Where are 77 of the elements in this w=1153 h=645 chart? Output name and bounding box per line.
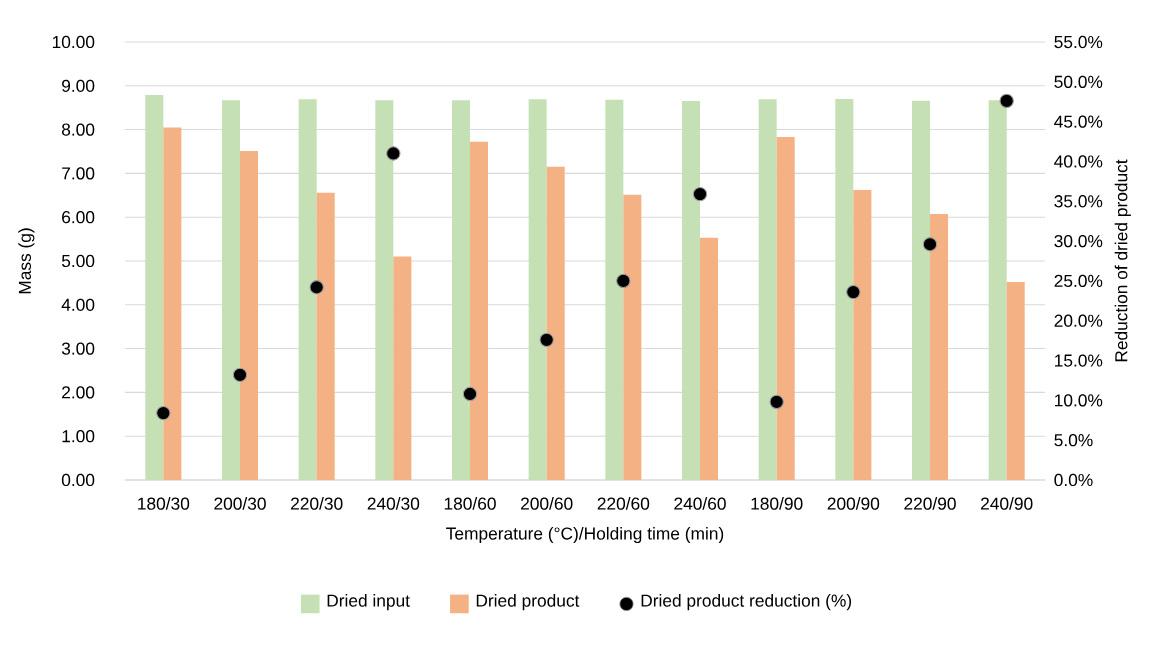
- y2-tick-label: 25.0%: [1054, 274, 1103, 288]
- x-axis-title: Temperature (°C)/Holding time (min): [446, 526, 724, 544]
- bar: [623, 194, 642, 480]
- y2-tick-label: 0.0%: [1054, 473, 1093, 487]
- y-tick-label: 5.00: [61, 254, 95, 268]
- bar: [163, 127, 182, 480]
- bar: [221, 100, 241, 480]
- bar: [930, 214, 949, 480]
- x-tick-label: 180/90: [751, 497, 803, 510]
- bar: [393, 256, 412, 480]
- x-tick-label: 240/30: [367, 497, 420, 510]
- bar: [240, 151, 259, 480]
- y2-tick-label: 40.0%: [1054, 155, 1103, 168]
- bar: [911, 100, 930, 480]
- y2-tick-label: 30.0%: [1054, 234, 1103, 248]
- bar: [853, 190, 872, 480]
- point: [999, 93, 1014, 109]
- x-tick-label: 240/60: [674, 497, 726, 510]
- bar: [316, 192, 335, 480]
- y2-tick-label: 35.0%: [1054, 195, 1103, 208]
- bar: [375, 100, 394, 480]
- point: [692, 186, 708, 202]
- x-tick-label: 220/60: [597, 497, 650, 510]
- x-tick-label: 200/90: [827, 497, 880, 510]
- y-tick-label: 2.00: [62, 386, 95, 399]
- y2-tick-label: 20.0%: [1054, 314, 1103, 327]
- y-tick-label: 6.00: [62, 211, 95, 224]
- y-tick-label: 10.00: [52, 35, 95, 49]
- y-tick-label: 3.00: [61, 342, 95, 355]
- bar: [546, 166, 565, 480]
- y2-tick-label: 5.0%: [1054, 434, 1093, 447]
- bar: [528, 99, 547, 480]
- y2-tick-label: 15.0%: [1055, 354, 1103, 367]
- x-tick-label: 240/90: [981, 497, 1033, 510]
- y-tick-label: 8.00: [61, 123, 95, 136]
- x-tick-label: 220/30: [291, 497, 343, 510]
- point: [156, 405, 171, 421]
- x-tick-label: 180/30: [138, 497, 190, 510]
- bar: [470, 141, 489, 480]
- bar: [681, 101, 700, 480]
- point: [386, 146, 401, 161]
- y2-tick-label: 50.0%: [1054, 75, 1103, 88]
- x-tick-label: 200/30: [214, 497, 266, 510]
- point: [616, 273, 631, 289]
- x-tick-label: 180/60: [444, 497, 496, 510]
- point: [846, 284, 861, 300]
- point: [769, 394, 784, 410]
- legend-label: Dried product: [476, 594, 580, 611]
- y-tick-label: 4.00: [61, 298, 95, 311]
- y-tick-label: 1.00: [62, 430, 95, 443]
- y2-axis-title: Reduction of dried product: [1114, 159, 1131, 362]
- bar: [700, 237, 719, 480]
- bar: [145, 94, 164, 480]
- y2-tick-label: 10.0%: [1055, 394, 1103, 407]
- bar: [988, 100, 1007, 480]
- point: [539, 332, 554, 348]
- y-axis-title: Mass (g): [18, 228, 35, 294]
- y-tick-label: 9.00: [62, 79, 95, 92]
- legend-label: Dried product reduction (%): [641, 594, 852, 611]
- bar: [758, 99, 777, 480]
- x-tick-label: 220/90: [904, 497, 956, 510]
- bar: [298, 99, 317, 480]
- bar: [1006, 282, 1025, 480]
- bar: [835, 98, 854, 480]
- point: [462, 386, 478, 402]
- point: [922, 237, 938, 252]
- legend-label: Dried input: [327, 594, 410, 611]
- y-tick-label: 0.00: [61, 473, 95, 487]
- point: [232, 367, 248, 383]
- y2-tick-label: 45.0%: [1054, 115, 1103, 128]
- x-tick-label: 200/60: [521, 497, 573, 510]
- y-tick-label: 7.00: [62, 167, 95, 180]
- bar: [776, 137, 795, 480]
- bar: [605, 99, 624, 480]
- point: [309, 280, 324, 295]
- bar: [451, 100, 471, 480]
- y2-tick-label: 55.0%: [1054, 35, 1103, 49]
